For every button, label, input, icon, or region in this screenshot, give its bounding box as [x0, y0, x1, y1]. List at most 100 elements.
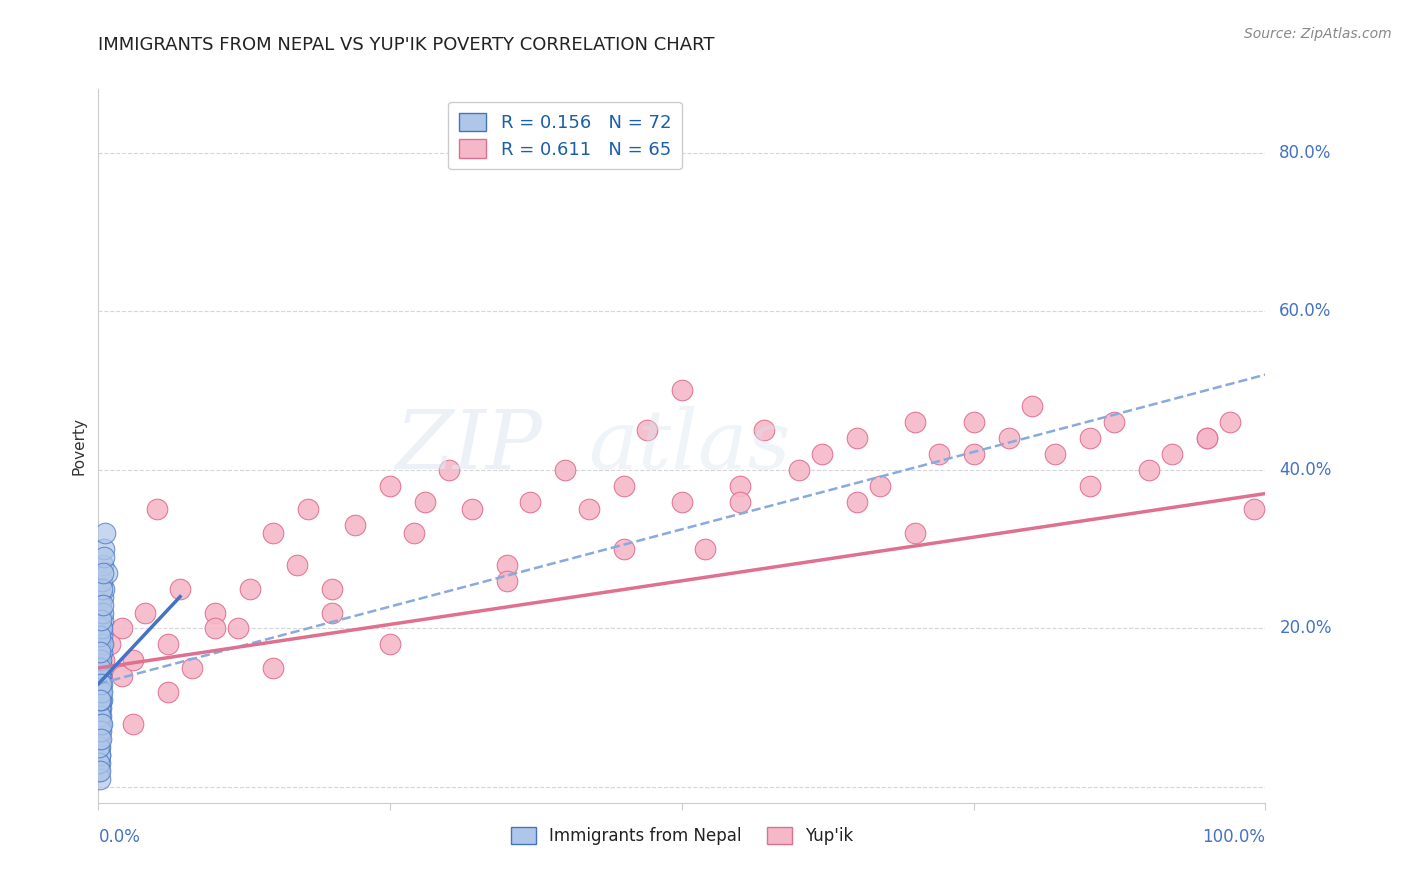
Point	[91, 598, 114, 612]
Point	[89, 708, 111, 723]
Point	[228, 621, 250, 635]
Point	[89, 756, 111, 771]
Point	[91, 590, 114, 604]
Point	[461, 502, 484, 516]
Point	[297, 502, 319, 516]
Point	[89, 740, 111, 755]
Point	[90, 700, 112, 714]
Point	[89, 700, 111, 714]
Point	[89, 732, 111, 747]
Point	[89, 645, 111, 659]
Point	[122, 653, 145, 667]
Point	[157, 685, 180, 699]
Point	[89, 637, 111, 651]
Point	[134, 606, 156, 620]
Point	[90, 685, 112, 699]
Point	[89, 724, 111, 739]
Point	[671, 384, 693, 398]
Point	[90, 669, 112, 683]
Point	[90, 724, 112, 739]
Point	[344, 518, 367, 533]
Point	[91, 566, 114, 580]
Point	[90, 692, 112, 706]
Point	[1161, 447, 1184, 461]
Point	[90, 621, 112, 635]
Point	[87, 732, 110, 747]
Point	[96, 566, 118, 580]
Point	[91, 614, 114, 628]
Point	[93, 549, 115, 564]
Point	[1195, 431, 1218, 445]
Point	[90, 716, 112, 731]
Point	[380, 478, 402, 492]
Point	[321, 606, 343, 620]
Point	[90, 574, 112, 588]
Point	[90, 598, 112, 612]
Point	[613, 542, 636, 557]
Point	[1080, 478, 1102, 492]
Point	[869, 478, 891, 492]
Text: ZIP: ZIP	[395, 406, 541, 486]
Point	[180, 661, 202, 675]
Point	[89, 653, 111, 667]
Point	[90, 669, 112, 683]
Point	[262, 661, 284, 675]
Text: 60.0%: 60.0%	[1279, 302, 1331, 320]
Point	[437, 463, 460, 477]
Point	[90, 637, 112, 651]
Point	[380, 637, 402, 651]
Point	[94, 526, 117, 541]
Point	[111, 669, 134, 683]
Point	[89, 716, 111, 731]
Point	[89, 621, 111, 635]
Point	[89, 629, 111, 643]
Text: 0.0%: 0.0%	[98, 828, 141, 846]
Point	[519, 494, 541, 508]
Point	[554, 463, 576, 477]
Point	[89, 708, 111, 723]
Point	[93, 582, 115, 596]
Point	[90, 677, 112, 691]
Point	[90, 708, 112, 723]
Point	[90, 606, 112, 620]
Point	[90, 582, 112, 596]
Point	[122, 716, 145, 731]
Point	[636, 423, 658, 437]
Text: 40.0%: 40.0%	[1279, 461, 1331, 479]
Text: 100.0%: 100.0%	[1202, 828, 1265, 846]
Point	[671, 494, 693, 508]
Point	[904, 415, 927, 429]
Point	[846, 494, 869, 508]
Point	[89, 748, 111, 763]
Point	[90, 732, 112, 747]
Point	[997, 431, 1019, 445]
Point	[204, 606, 226, 620]
Point	[496, 558, 519, 572]
Point	[1219, 415, 1241, 429]
Point	[496, 574, 519, 588]
Point	[89, 653, 111, 667]
Point	[1195, 431, 1218, 445]
Legend: Immigrants from Nepal, Yup'ik: Immigrants from Nepal, Yup'ik	[503, 820, 860, 852]
Text: 20.0%: 20.0%	[1279, 619, 1331, 638]
Point	[262, 526, 284, 541]
Point	[1243, 502, 1265, 516]
Point	[730, 494, 752, 508]
Point	[169, 582, 191, 596]
Point	[239, 582, 262, 596]
Point	[89, 700, 111, 714]
Point	[89, 748, 111, 763]
Point	[204, 621, 226, 635]
Point	[904, 526, 927, 541]
Text: Source: ZipAtlas.com: Source: ZipAtlas.com	[1244, 27, 1392, 41]
Point	[90, 677, 112, 691]
Point	[91, 558, 114, 572]
Point	[91, 637, 114, 651]
Point	[846, 431, 869, 445]
Point	[90, 645, 112, 659]
Point	[962, 447, 984, 461]
Point	[146, 502, 169, 516]
Point	[1080, 431, 1102, 445]
Point	[98, 637, 121, 651]
Point	[89, 764, 111, 778]
